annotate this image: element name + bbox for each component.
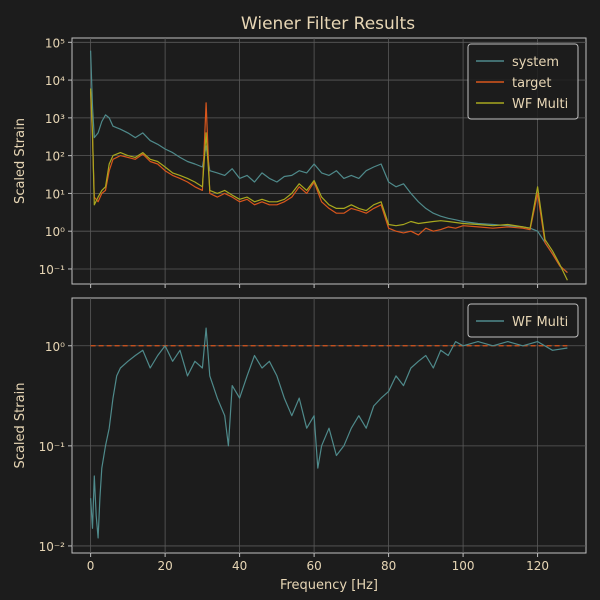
y-tick-label: 10²	[45, 150, 65, 164]
y-tick-label: 10⁻¹	[39, 263, 66, 277]
series-line-wf-multi	[90, 327, 568, 539]
y-axis-label: Scaled Strain	[13, 118, 28, 204]
y-tick-label: 10⁰	[45, 340, 65, 354]
legend-label-wf-multi: WF Multi	[512, 315, 568, 330]
legend-box	[467, 303, 579, 338]
series-line-wf-multi	[90, 88, 568, 281]
top-panel-spectrum: 10⁻¹ 10⁰ 10¹ 10² 10³ 10⁴ 10⁵ Scaled Strain syste…	[13, 36, 587, 288]
y-tick-label: 10⁵	[45, 36, 65, 50]
legend-label-target: target	[512, 76, 552, 91]
x-tick-label: 0	[87, 559, 95, 573]
y-tick-label: 10⁻¹	[39, 440, 66, 454]
legend-label-wf-multi: WF Multi	[512, 97, 568, 112]
legend: system target WF Multi	[467, 43, 579, 120]
y-tick-label: 10⁻²	[39, 540, 66, 554]
legend: WF Multi	[467, 303, 579, 338]
x-tick-label: 60	[306, 559, 321, 573]
x-axis-label: Frequency [Hz]	[280, 578, 378, 593]
y-tick-label: 10⁰	[45, 225, 65, 239]
x-tick-label: 20	[157, 559, 172, 573]
x-tick-label: 120	[526, 559, 549, 573]
x-tick-label: 100	[452, 559, 475, 573]
x-tick-label: 80	[381, 559, 396, 573]
y-tick-label: 10³	[45, 112, 65, 126]
axes-frame	[71, 297, 587, 554]
series-line-target	[90, 91, 568, 274]
y-tick-label: 10¹	[45, 187, 65, 201]
y-axis-label: Scaled Strain	[13, 383, 28, 469]
axes-frame	[71, 37, 587, 285]
y-tick-label: 10⁴	[45, 74, 65, 88]
legend-label-system: system	[512, 55, 559, 70]
bottom-panel-ratio: 0 20 40 60 80 100 120 10⁻² 10⁻¹ 10⁰ Scaled Strain F…	[13, 297, 587, 593]
x-tick-label: 40	[232, 559, 247, 573]
figure-title: Wiener Filter Results	[241, 14, 415, 34]
legend-box	[467, 43, 579, 120]
series-line-system	[90, 50, 568, 274]
